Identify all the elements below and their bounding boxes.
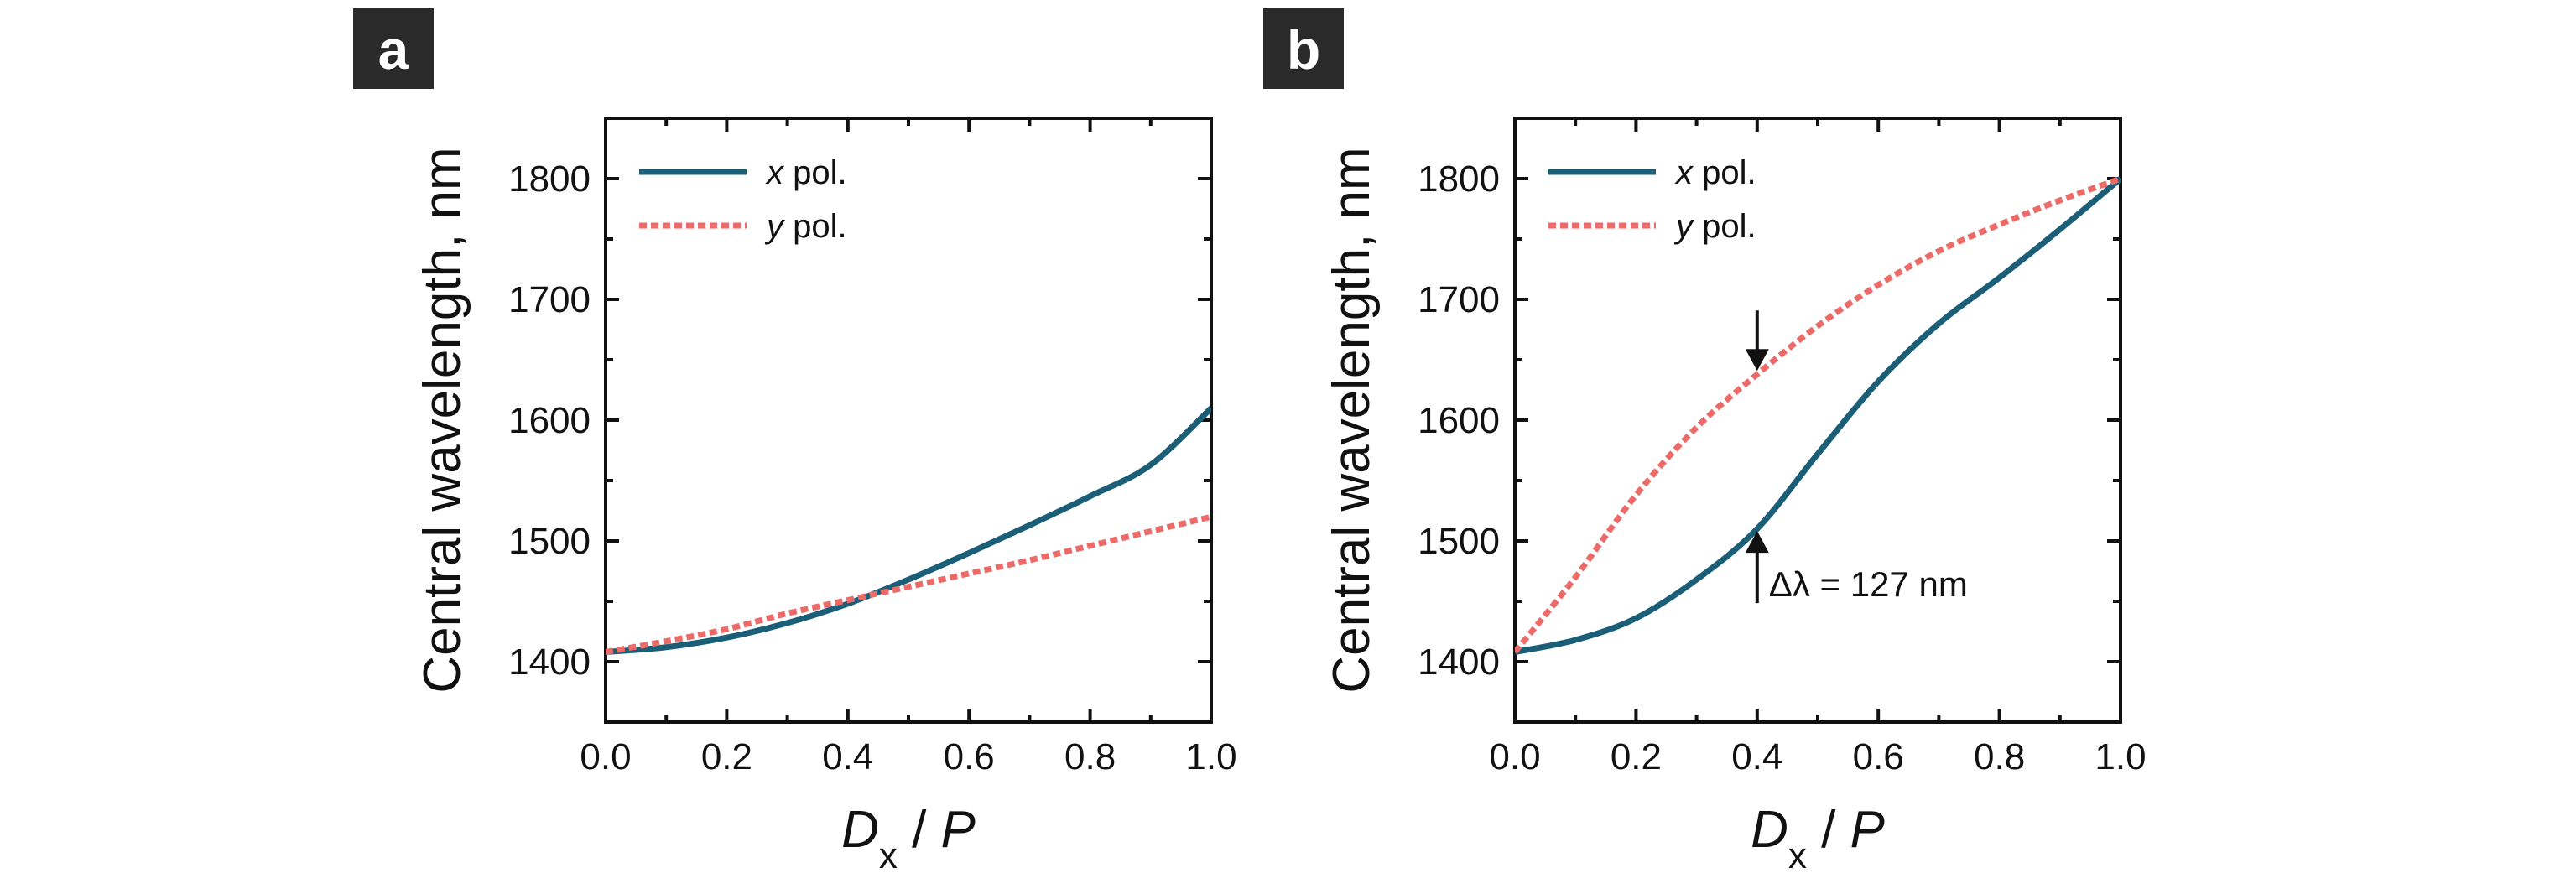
annotation-label: Δλ = 127 nm xyxy=(1769,564,1968,604)
legend-label: y pol. xyxy=(764,208,847,245)
y-tick-label: 1800 xyxy=(508,159,591,200)
legend-symbol: y xyxy=(764,208,786,245)
panel-label: b xyxy=(1287,18,1320,81)
x-tick-label: 0.0 xyxy=(1489,736,1540,777)
legend-text: pol. xyxy=(783,208,847,245)
legend-symbol: y xyxy=(1673,208,1695,245)
panel-b: b 0.0 0.2 0.4 0.6 0.8 1.0 1400 1500 1600 1700 1800 C… xyxy=(1263,8,2147,876)
x-tick-label: 0.8 xyxy=(1974,736,2025,777)
legend-label: x pol. xyxy=(1674,154,1756,191)
x-axis-title: Dx / P xyxy=(841,801,976,876)
x-axis-title: Dx / P xyxy=(1751,801,1885,876)
annotation-arrow-up-head xyxy=(1745,531,1769,554)
legend-symbol: x xyxy=(1674,154,1694,191)
y-axis-title: Central wavelength, nm xyxy=(414,147,471,693)
y-axis-title: Central wavelength, nm xyxy=(1323,147,1381,693)
series-x-pol-line xyxy=(606,406,1211,655)
x-axis-title-rest: / xyxy=(898,801,941,859)
x-axis-title-rest: / xyxy=(1807,801,1850,859)
x-tick-label: 0.6 xyxy=(944,736,995,777)
x-axis-title-main: D xyxy=(841,801,879,859)
x-tick-label: 0.4 xyxy=(1731,736,1782,777)
legend-text: pol. xyxy=(1693,154,1756,191)
x-tick-label: 0.4 xyxy=(822,736,873,777)
x-axis-title-p: P xyxy=(941,801,976,859)
legend-text: pol. xyxy=(1693,208,1756,245)
plot-frame xyxy=(604,117,1213,724)
y-tick-label: 1800 xyxy=(1418,159,1500,200)
x-axis-title-main: D xyxy=(1751,801,1788,859)
y-tick-label: 1500 xyxy=(508,521,591,562)
y-tick-label: 1500 xyxy=(1418,521,1500,562)
annotation-arrow-down-head xyxy=(1745,349,1769,372)
legend-label: x pol. xyxy=(765,154,847,191)
y-tick-label: 1700 xyxy=(508,279,591,320)
x-tick-label: 0.2 xyxy=(701,736,752,777)
y-tick-label: 1700 xyxy=(1418,279,1500,320)
series-y-pol-line xyxy=(606,513,1211,655)
x-axis-title-p: P xyxy=(1850,801,1885,859)
x-tick-label: 1.0 xyxy=(2095,736,2146,777)
x-axis-title-sub: x xyxy=(879,835,898,876)
y-tick-label: 1600 xyxy=(1418,400,1500,441)
x-axis-title-sub: x xyxy=(1788,835,1807,876)
legend-text: pol. xyxy=(783,154,847,191)
series-x-pol-line xyxy=(1515,176,2121,655)
panel-a: a 0.0 0.2 0.4 0.6 0.8 1.0 1400 1500 1600 1700 1800 C… xyxy=(353,8,1237,876)
panel-label: a xyxy=(378,18,410,81)
x-tick-label: 0.8 xyxy=(1064,736,1116,777)
legend-label: y pol. xyxy=(1673,208,1756,245)
y-tick-label: 1400 xyxy=(508,642,591,683)
y-tick-label: 1400 xyxy=(1418,642,1500,683)
x-tick-label: 1.0 xyxy=(1185,736,1236,777)
panel-label-box xyxy=(1263,8,1344,89)
x-tick-label: 0.0 xyxy=(580,736,631,777)
panel-label-box xyxy=(353,8,434,89)
y-tick-label: 1600 xyxy=(508,400,591,441)
series-y-pol-line xyxy=(1515,175,2121,654)
legend-symbol: x xyxy=(765,154,785,191)
x-tick-label: 0.6 xyxy=(1853,736,1904,777)
x-tick-label: 0.2 xyxy=(1611,736,1662,777)
